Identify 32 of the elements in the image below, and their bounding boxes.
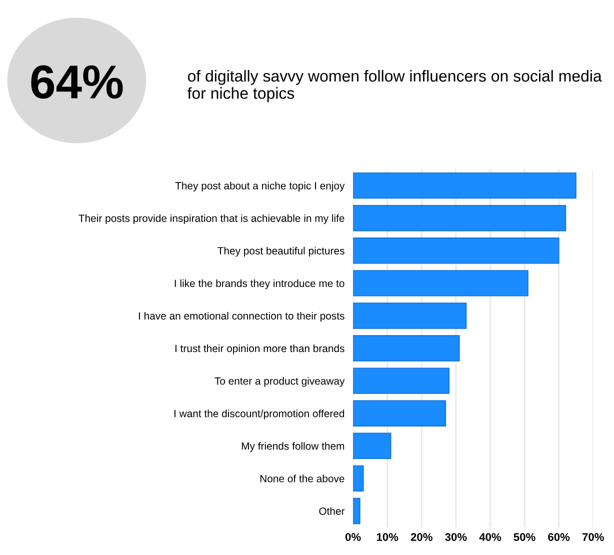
y-tick-label: My friends follow them [242,442,344,452]
x-tick-label: 20% [410,533,432,541]
y-tick-label: They post about a niche topic I enjoy [175,182,345,192]
x-tick-label: 10% [376,533,398,541]
bar [353,270,528,296]
chart-subtitle: of digitally savvy women follow influencers on social media for niche topics [187,70,602,102]
x-tick-label: 40% [479,533,502,541]
x-tick-label: 60% [548,533,570,541]
bar [353,498,360,524]
bar [353,432,392,460]
chart-title: 64% [31,65,123,99]
y-tick-label: I want the discount/promotion offered [174,410,344,420]
y-tick-label: They post beautiful pictures [218,246,344,257]
y-tick-label: Other [319,507,345,515]
bar [353,465,364,492]
y-tick-label: Their posts provide inspiration that is achievable in my life [78,214,344,224]
x-tick-label: 30% [445,533,467,541]
x-tick-label: 50% [514,533,536,541]
bar [353,368,450,394]
y-tick-label: To enter a product giveaway [214,377,345,387]
y-tick-label: None of the above [260,474,344,482]
bar [353,238,560,264]
x-tick-label: 70% [582,533,604,541]
bar [353,302,467,329]
bar [353,335,460,362]
y-tick-label: I have an emotional connection to their posts [138,312,344,322]
bar [353,204,566,232]
y-tick-label: I trust their opinion more than brands [175,344,344,354]
x-tick-label: 0% [345,533,361,541]
bar [353,172,576,199]
bar [353,400,446,426]
y-tick-label: I like the brands they introduce me to [174,279,344,290]
